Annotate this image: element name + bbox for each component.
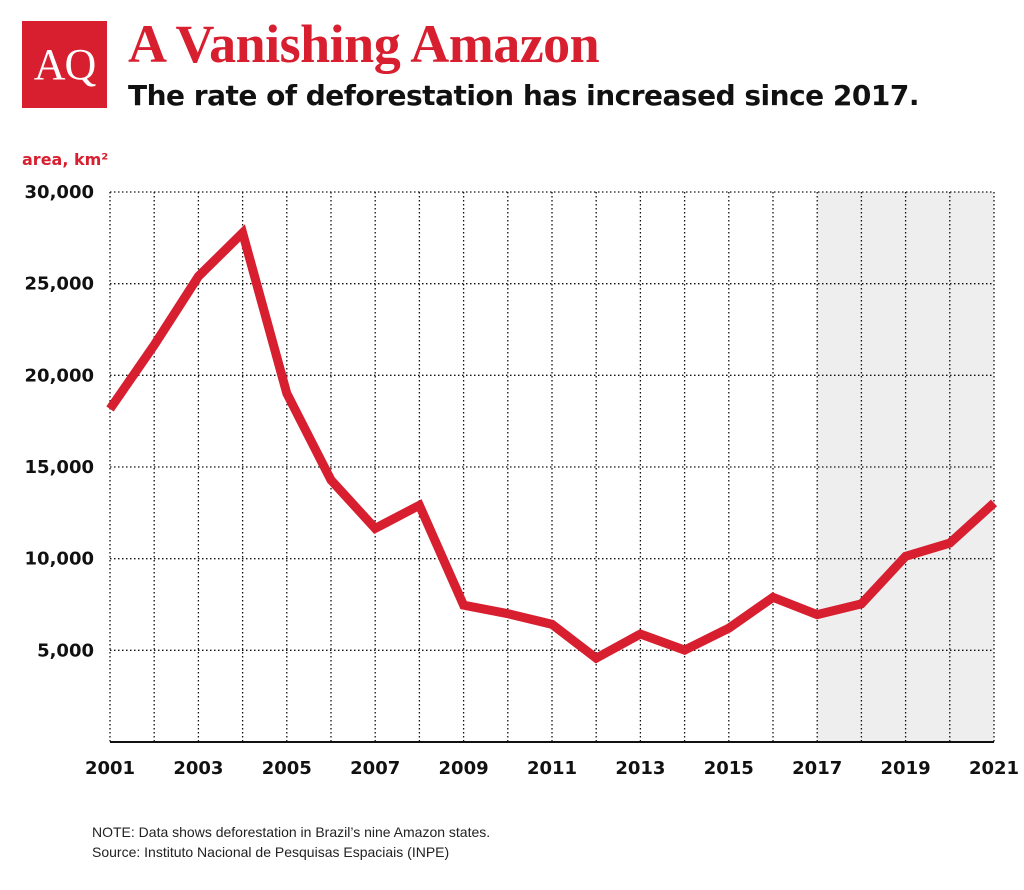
x-tick-label: 2011 [527, 758, 577, 779]
x-tick-label: 2015 [704, 758, 754, 779]
y-tick-label: 30,000 [25, 182, 94, 203]
x-tick-labels: 2001 2003 2005 2007 2009 2011 2013 2015 2017 2019… [85, 758, 1019, 779]
note-text: NOTE: Data shows deforestation in Brazil… [92, 824, 491, 840]
y-tick-label: 20,000 [25, 365, 94, 386]
x-tick-label: 2021 [969, 758, 1019, 779]
y-tick-labels: 30,000 25,000 20,000 15,000 10,000 5,000 [25, 182, 94, 661]
footer-notes: NOTE: Data shows deforestation in Brazil… [92, 822, 490, 862]
x-tick-label: 2001 [85, 758, 135, 779]
chart-title: A Vanishing Amazon [128, 14, 600, 74]
grid-layer [109, 191, 995, 742]
chart-subtitle: The rate of deforestation has increased … [128, 79, 919, 112]
y-tick-label: 25,000 [25, 274, 94, 295]
y-tick-label: 10,000 [25, 549, 94, 570]
x-tick-label: 2007 [350, 758, 400, 779]
x-tick-label: 2013 [615, 758, 665, 779]
x-tick-label: 2005 [262, 758, 312, 779]
y-axis-label: area, km² [22, 150, 109, 169]
x-tick-label: 2003 [173, 758, 223, 779]
series-layer [106, 224, 998, 664]
x-tick-label: 2019 [881, 758, 931, 779]
source-text: Source: Instituto Nacional de Pesquisas … [92, 844, 450, 860]
y-tick-label: 15,000 [25, 457, 94, 478]
x-tick-label: 2009 [439, 758, 489, 779]
aq-logo: AQ [22, 21, 107, 108]
x-tick-label: 2017 [792, 758, 842, 779]
y-tick-label: 5,000 [37, 640, 94, 661]
